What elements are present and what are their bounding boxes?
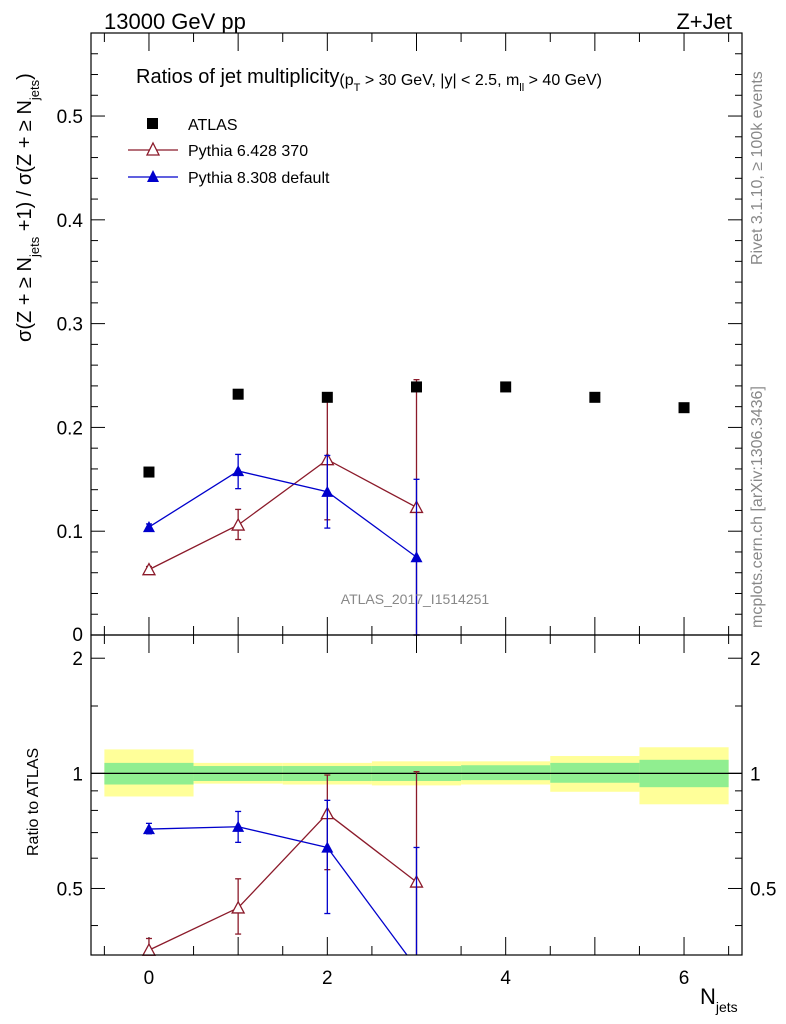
main-atlas-point <box>589 391 601 403</box>
x-axis-label: Njets <box>700 984 738 1015</box>
ratio-y-tick-label-left: 0.5 <box>57 879 83 900</box>
ratio-frame <box>90 634 743 956</box>
legend-atlas-marker <box>147 118 158 129</box>
ratio-pythia6-line <box>326 813 417 883</box>
mcplots-label: mcplots.cern.ch [arXiv:1306.3436] <box>749 386 766 628</box>
main-pythia8-point <box>321 485 334 497</box>
legend-pythia6-marker <box>145 141 161 156</box>
main-y-zero-label: 0 <box>72 625 83 646</box>
ratio-pythia6-line <box>148 907 239 951</box>
ratio-pythia8-line <box>148 826 239 830</box>
main-y-tick-label: 0.4 <box>57 211 84 232</box>
legend-pythia6-label: Pythia 6.428 370 <box>188 143 308 160</box>
rivet-label: Rivet 3.1.10, ≥ 100k events <box>749 71 766 265</box>
ratio-y-tick-label-right: 2 <box>750 649 761 670</box>
header-right: Z+Jet <box>676 9 732 34</box>
ratio-pythia8-point <box>321 841 334 853</box>
main-panel: 0.1 0.2 0.3 0.4 0.5 0 <box>57 32 743 646</box>
ratio-inner-band <box>461 765 551 781</box>
main-y-tick-label: 0.3 <box>57 315 83 336</box>
main-atlas-point <box>321 391 333 403</box>
main-title-text: Ratios of jet multiplicity <box>136 66 339 88</box>
x-tick-label: 0 <box>144 968 155 989</box>
main-atlas-point <box>500 381 512 393</box>
ratio-y-tick-label-left: 1 <box>72 764 83 785</box>
main-y-tick-label: 0.1 <box>57 522 83 543</box>
header-left: 13000 GeV pp <box>104 9 246 34</box>
ratio-ylabel: Ratio to ATLAS <box>25 748 42 856</box>
main-pythia8-line <box>148 470 417 558</box>
watermark: ATLAS_2017_I1514251 <box>341 591 490 607</box>
legend-pythia8-marker <box>147 170 159 182</box>
ratio-pythia8-point <box>142 823 155 835</box>
main-pythia8-point <box>232 465 245 477</box>
ratio-y-tick-label-right: 1 <box>750 764 761 785</box>
main-pythia8-point <box>410 551 423 563</box>
ratio-pythia8-line <box>326 847 408 956</box>
main-pythia6-point <box>141 562 157 576</box>
main-y-tick-label: 0.5 <box>57 107 83 128</box>
ratio-panel: 0.5 0.5 1 1 2 2 0 2 4 6 <box>57 634 776 989</box>
main-pythia6-point <box>231 517 246 531</box>
ratio-pythia6-line <box>237 813 328 909</box>
main-atlas-point <box>678 402 690 414</box>
main-atlas-point <box>143 466 155 478</box>
legend-pythia8-label: Pythia 8.308 default <box>188 170 330 187</box>
ratio-pythia6-point <box>231 900 246 914</box>
main-ylabel: σ(Z + ≥ Njets +1) / σ(Z + ≥ Njets) <box>14 73 42 342</box>
ratio-pythia8-line <box>237 826 328 849</box>
main-title: Ratios of jet multiplicity(pT > 30 GeV, … <box>136 66 602 94</box>
main-y-tick-label: 0.2 <box>57 418 83 439</box>
x-tick-label: 4 <box>500 968 511 989</box>
main-pythia8-point <box>142 521 155 533</box>
x-tick-label: 6 <box>679 968 690 989</box>
ratio-pythia6-point <box>141 942 157 956</box>
main-atlas-point <box>232 388 244 400</box>
main-atlas-point <box>411 381 422 393</box>
legend-atlas-label: ATLAS <box>188 117 238 134</box>
ratio-pythia8-point <box>232 820 245 832</box>
ratio-y-tick-label-left: 2 <box>72 649 83 670</box>
ratio-y-tick-label-right: 0.5 <box>750 879 776 900</box>
main-pythia6-line <box>148 458 417 571</box>
x-tick-label: 2 <box>322 968 333 989</box>
legend: ATLAS Pythia 6.428 370 Pythia 8.308 defa… <box>128 117 330 187</box>
